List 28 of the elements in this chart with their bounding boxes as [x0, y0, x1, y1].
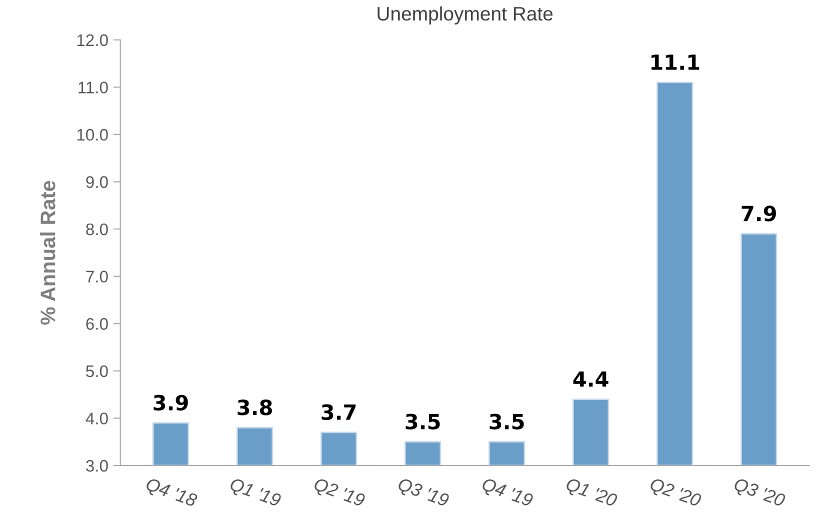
data-label: 3.5 — [490, 414, 524, 430]
x-tick-label: Q2 '20 — [648, 477, 702, 510]
x-tick-label: Q2 '19 — [312, 477, 366, 510]
y-tick-label: 9.0 — [86, 176, 108, 188]
y-axis-title: % Annual Rate — [40, 180, 56, 325]
y-tick-label: 6.0 — [86, 318, 108, 330]
data-label: 4.4 — [573, 371, 608, 387]
y-tick-label: 12.0 — [77, 34, 108, 46]
y-tick-label: 5.0 — [86, 365, 108, 378]
y-tick-label: 4.0 — [86, 412, 108, 424]
y-tick-label: 3.0 — [86, 460, 108, 472]
data-label: 3.7 — [322, 404, 356, 420]
x-tick-label: Q4 '19 — [480, 477, 534, 510]
data-label: 7.9 — [742, 206, 776, 222]
data-label: 3.8 — [238, 400, 272, 416]
y-tick-label: 10.0 — [77, 128, 108, 141]
x-tick-label: Q4 '18 — [144, 477, 198, 510]
x-tick-label: Q1 '20 — [564, 477, 618, 510]
data-label: 11.1 — [651, 54, 700, 70]
y-tick-label: 7.0 — [86, 270, 108, 283]
x-tick-label: Q3 '20 — [732, 477, 786, 510]
x-tick-label: Q3 '19 — [396, 477, 450, 510]
data-label: 3.5 — [406, 414, 440, 430]
y-tick-label: 11.0 — [78, 82, 108, 94]
chart-title: Unemployment Rate — [378, 6, 553, 24]
y-tick-label: 8.0 — [86, 223, 108, 236]
x-tick-label: Q1 '19 — [228, 477, 282, 510]
data-label: 3.9 — [154, 394, 188, 411]
